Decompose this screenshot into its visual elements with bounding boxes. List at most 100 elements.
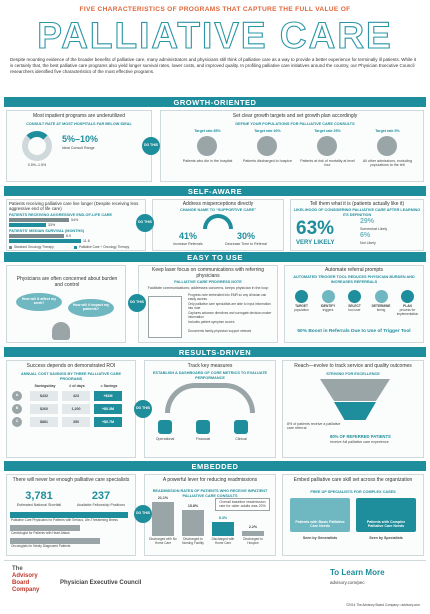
rate: Target rate 40% bbox=[254, 129, 281, 133]
rows: 1,200 bbox=[71, 406, 81, 411]
person-icon bbox=[317, 136, 337, 156]
bar bbox=[9, 223, 46, 227]
legend: Standard Oncology Therapy bbox=[14, 244, 54, 249]
subtitle: STRIVING FOR EXCELLENCE bbox=[326, 372, 380, 376]
section-bar bbox=[4, 97, 426, 107]
title: Address misperceptions directly bbox=[182, 201, 254, 207]
row-letter bbox=[12, 417, 22, 427]
rows: $432 bbox=[40, 393, 48, 398]
seen: Seen by Specialists bbox=[369, 536, 403, 540]
rows: +$1M bbox=[103, 393, 113, 398]
bar bbox=[9, 218, 69, 222]
cell bbox=[62, 391, 90, 401]
value: 21.1% bbox=[157, 496, 169, 500]
head: PLAN bbox=[403, 304, 412, 308]
panel bbox=[284, 265, 424, 343]
subtitle: CHANGE NAME TO “SUPPORTIVE CARE” bbox=[179, 208, 257, 212]
url: advisory.com/pec bbox=[330, 580, 365, 585]
do-this: DO THIS bbox=[136, 406, 150, 410]
logo-2: Advisory bbox=[12, 573, 38, 579]
learn: To Learn More bbox=[330, 568, 385, 577]
label: Discharged to Nursing Facility bbox=[182, 537, 204, 545]
label: process for implementation bbox=[396, 308, 419, 316]
subtitle-2: PATIENTS' MEDIAN SURVIVAL (MONTHS) bbox=[9, 229, 85, 233]
label: Estimated National Shortfall bbox=[16, 503, 62, 507]
do-this: DO THIS bbox=[138, 220, 152, 224]
label: Increase Referrals bbox=[173, 242, 203, 246]
column bbox=[152, 502, 174, 536]
label: triggers bbox=[322, 308, 334, 312]
bullets: Progress note embedded into EMR so any c… bbox=[188, 293, 267, 301]
speech-bubble bbox=[16, 293, 62, 311]
description: Facilitate communications; addresses con… bbox=[147, 286, 269, 290]
head: IDENTIFY bbox=[320, 304, 336, 308]
step-icon bbox=[401, 290, 414, 303]
column bbox=[242, 531, 264, 536]
measure-icon bbox=[158, 420, 172, 434]
bars: Cardiologist for Patients with Heart Att… bbox=[11, 531, 70, 535]
cell bbox=[62, 417, 90, 427]
value: 29% bbox=[360, 218, 375, 225]
funnel-top bbox=[320, 379, 390, 401]
rows: 423 bbox=[73, 393, 79, 398]
subtitle: DEFINE YOUR POPULATIONS FOR PALLIATIVE C… bbox=[235, 122, 355, 126]
physician-icon bbox=[52, 322, 70, 340]
donut-label: 0.5%–1.5% bbox=[27, 163, 47, 167]
heading: SELF-AWARE bbox=[187, 187, 243, 196]
section-bar bbox=[4, 461, 426, 471]
title: FIVE CHARACTERISTICS OF PROGRAMS THAT CA… bbox=[79, 6, 351, 13]
footer-rule bbox=[4, 560, 426, 561]
cell bbox=[30, 417, 58, 427]
rows: B bbox=[15, 406, 19, 410]
head: TARGET bbox=[295, 304, 308, 308]
measure-icon bbox=[196, 420, 210, 434]
value: 237 bbox=[91, 490, 111, 502]
cell bbox=[94, 391, 122, 401]
section-bar bbox=[4, 252, 426, 262]
panel bbox=[290, 199, 424, 251]
columns: Savings/day bbox=[34, 384, 56, 388]
stat-1: 8% of patients receive a palliative care… bbox=[287, 422, 341, 431]
do-this: DO THIS bbox=[144, 143, 158, 147]
step-icon bbox=[295, 290, 308, 303]
label: Patients at risk of mortality at level f… bbox=[300, 159, 355, 168]
value: 3,781 bbox=[25, 490, 53, 502]
title: Automate referral prompts bbox=[324, 267, 384, 273]
label: Patients discharged to hospice bbox=[243, 159, 292, 163]
logo-3: Board bbox=[12, 580, 30, 586]
survival-values: 8.9 bbox=[66, 234, 71, 238]
columns: = Savings bbox=[100, 384, 118, 388]
bars: Oncologists for Newly Diagnosed Patients bbox=[11, 544, 71, 548]
row-letter bbox=[12, 404, 22, 414]
rows: C bbox=[15, 419, 19, 423]
cell bbox=[94, 417, 122, 427]
subtitle: READMISSION RATES OF PATIENTS WHO RECEIV… bbox=[152, 489, 268, 498]
label: Patients who die in the hospital bbox=[182, 159, 233, 163]
subtitle: ANNUAL COST SAVINGS BY THREE PALLIATIVE … bbox=[20, 372, 122, 381]
do-this: DO THIS bbox=[136, 511, 150, 515]
stat-label: Ideal Consult Range bbox=[62, 146, 95, 150]
patient-box bbox=[290, 498, 350, 532]
rows: $881 bbox=[40, 419, 48, 424]
logo-1: The bbox=[12, 566, 23, 572]
subtitle: PALLIATIVE CARE PROGRESS NOTE bbox=[174, 280, 242, 284]
value: 41% bbox=[178, 231, 197, 241]
title: A powerful lever for reducing readmissio… bbox=[162, 477, 258, 483]
bubbles: How will it impact my patients? bbox=[72, 303, 110, 312]
subtitle: AUTOMATED TRIGGER TOOL REDUCES PHYSICIAN… bbox=[293, 275, 415, 284]
person-icon bbox=[377, 136, 397, 156]
bar bbox=[10, 538, 100, 544]
title: Set clear growth targets and set growth … bbox=[232, 113, 358, 119]
title: Reach—evolve to track service and qualit… bbox=[294, 363, 412, 369]
heading: GROWTH-ORIENTED bbox=[173, 98, 257, 107]
stat-2-head: 80% OF REFERRED PATIENTS bbox=[330, 434, 391, 439]
legend: Palliative Care + Oncology Therapy bbox=[79, 244, 130, 249]
care-values: 33% bbox=[48, 223, 56, 227]
title: Keep laser focus on communications with … bbox=[152, 267, 264, 279]
stat: 5%–10% bbox=[62, 134, 99, 144]
note: Overall baseline readmission rate for ol… bbox=[215, 498, 270, 511]
label: Discharged with No Home Care bbox=[149, 537, 177, 545]
label: tool user bbox=[348, 308, 361, 312]
label: Available Fellowship Positions bbox=[76, 503, 126, 507]
title: There will never be enough palliative ca… bbox=[12, 477, 130, 483]
